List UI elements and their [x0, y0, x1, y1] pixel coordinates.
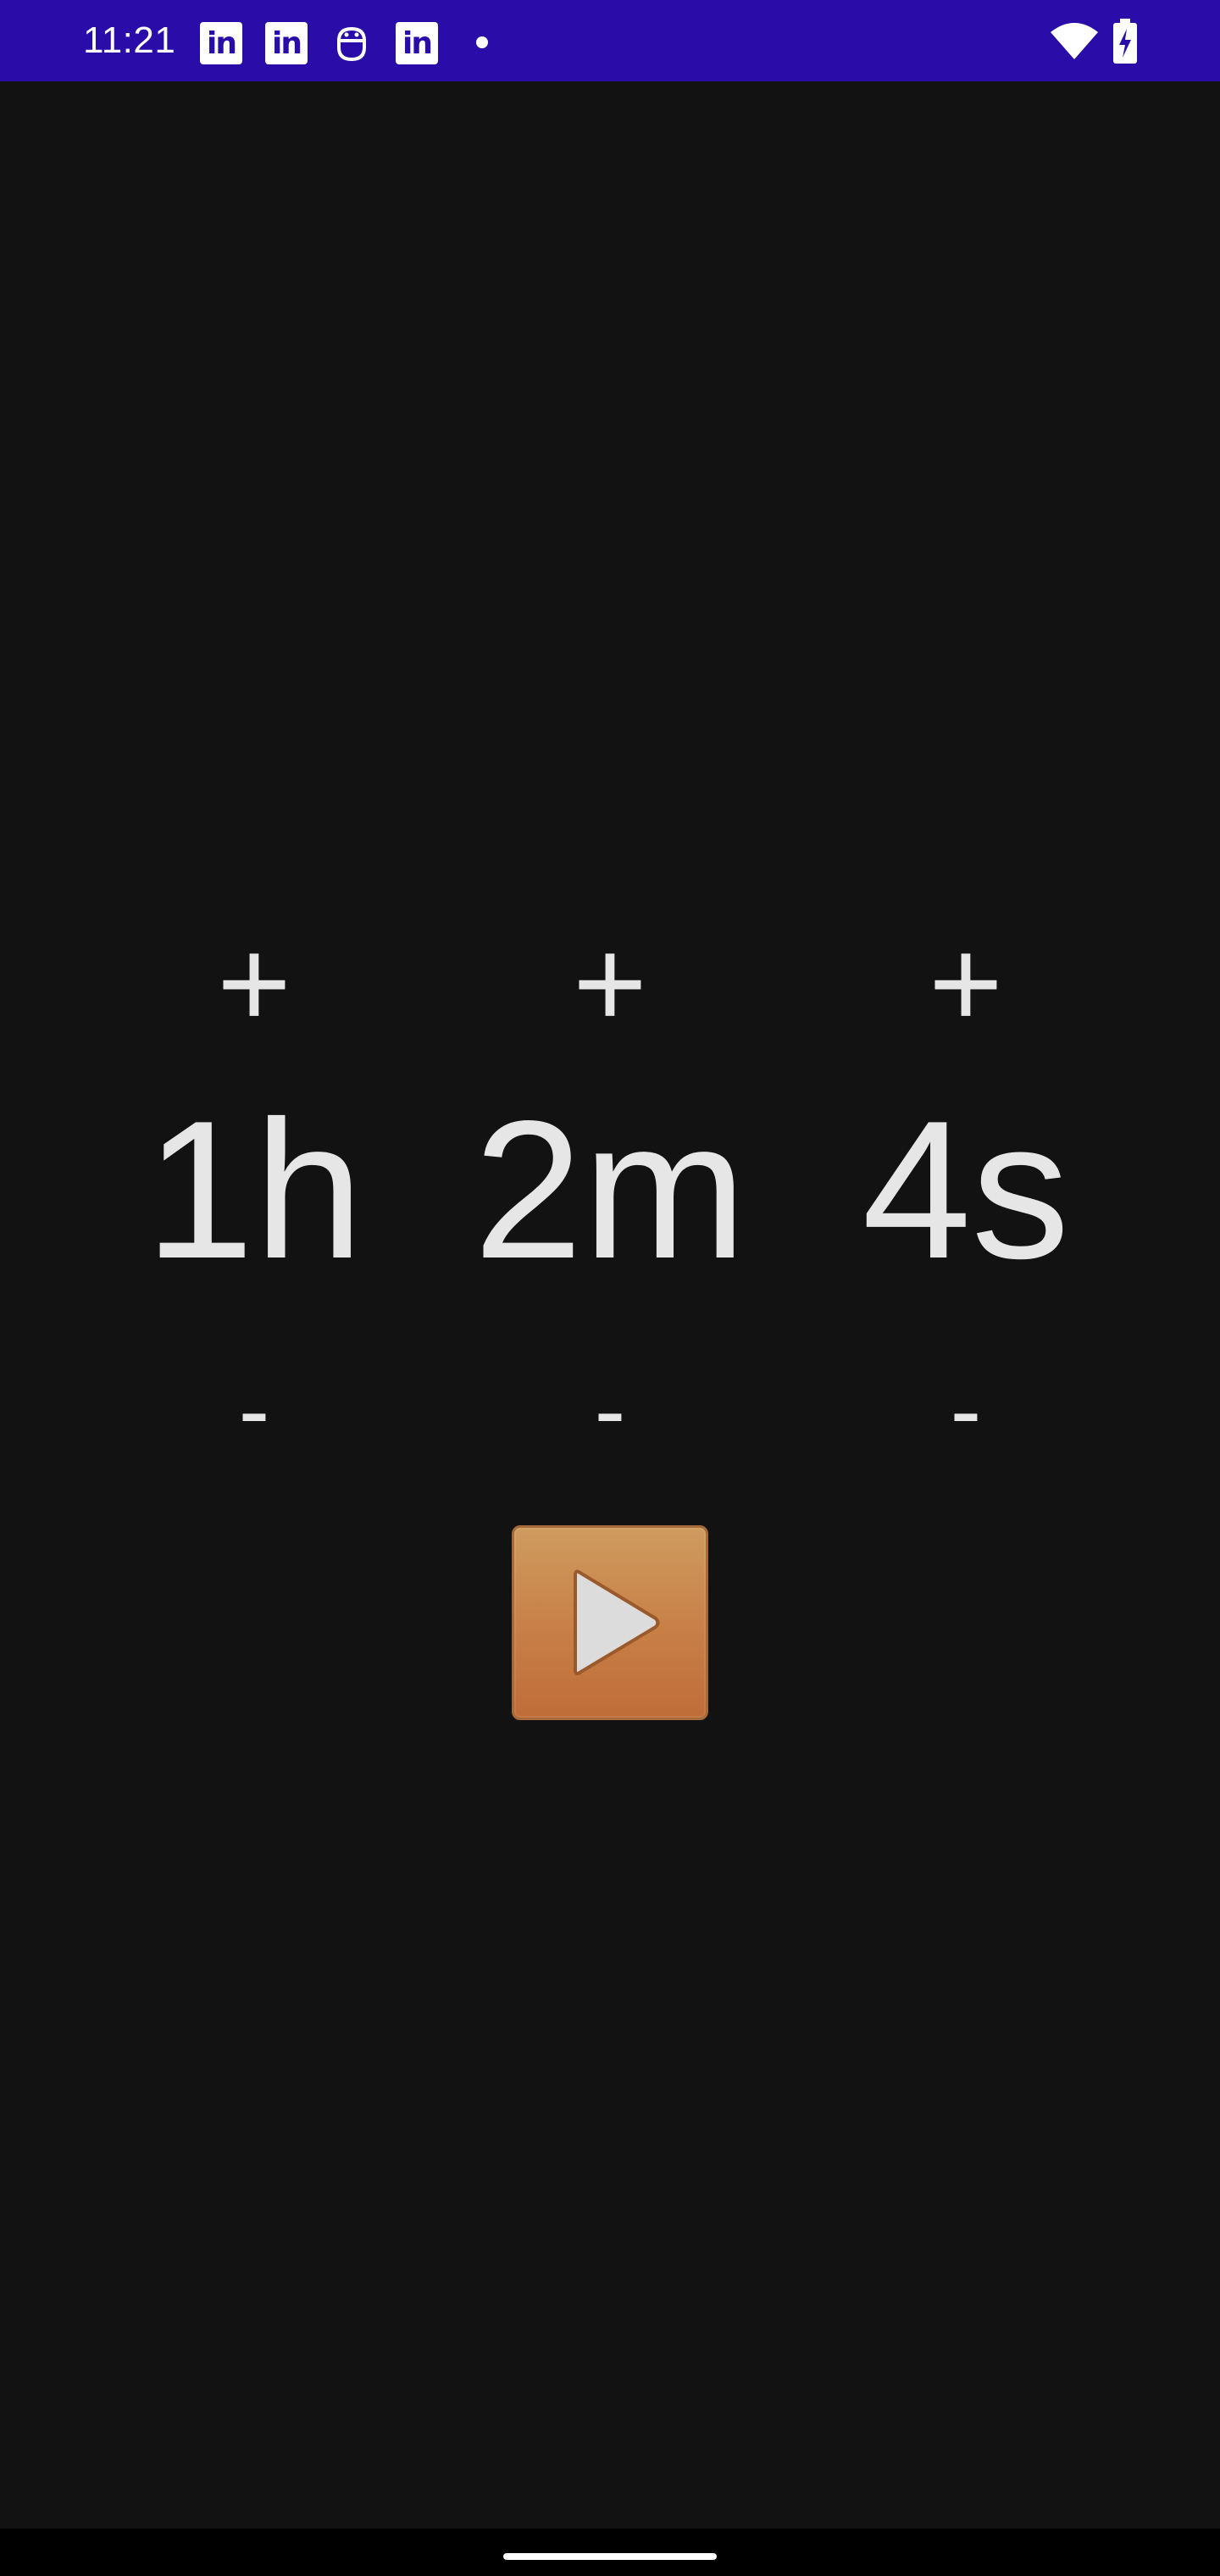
hours-increment-button[interactable]: + — [76, 919, 432, 1046]
seconds-value: 4s — [862, 1080, 1070, 1300]
status-time: 11:21 — [83, 19, 176, 61]
seconds-increment-button[interactable]: + — [788, 919, 1144, 1046]
navigation-bar — [0, 2529, 1220, 2576]
status-bar: 11:21 in in in — [0, 0, 1220, 81]
minutes-increment-button[interactable]: + — [432, 919, 788, 1046]
dot-icon — [476, 36, 488, 48]
play-button[interactable] — [512, 1525, 708, 1720]
linkedin-icon: in — [396, 22, 438, 64]
linkedin-icon: in — [265, 22, 308, 64]
robot-icon — [330, 22, 373, 64]
seconds-decrement-button[interactable]: - — [788, 1356, 1144, 1466]
play-icon — [574, 1569, 660, 1675]
hours-value: 1h — [144, 1080, 364, 1300]
hours-decrement-button[interactable]: - — [76, 1356, 432, 1466]
home-indicator[interactable] — [503, 2553, 717, 2560]
linkedin-icon: in — [200, 22, 242, 64]
battery-charging-icon — [1112, 19, 1139, 64]
wifi-icon — [1049, 20, 1100, 63]
minutes-decrement-button[interactable]: - — [432, 1356, 788, 1466]
minutes-value: 2m — [473, 1080, 747, 1300]
